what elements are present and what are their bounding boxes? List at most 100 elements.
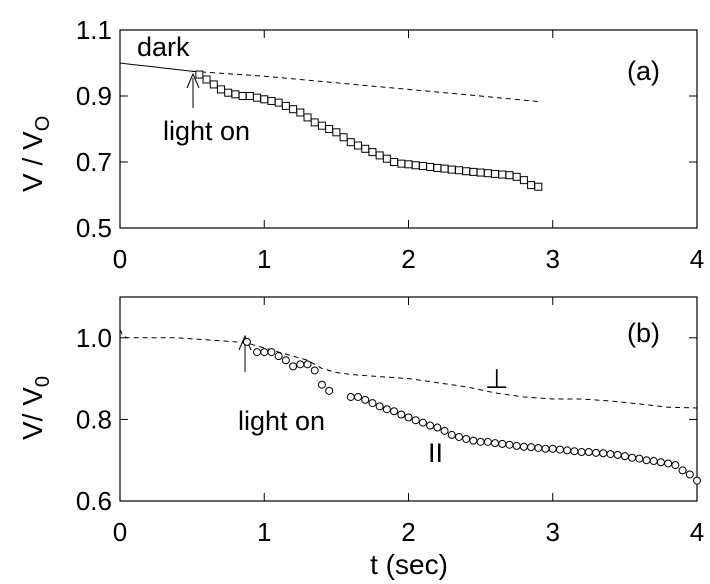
circle-data-point xyxy=(440,426,449,435)
circle-data-point xyxy=(685,470,694,479)
square-data-point xyxy=(281,101,290,110)
circle-data-point xyxy=(242,337,251,346)
square-data-point xyxy=(310,118,319,127)
y-tick-label: 0.7 xyxy=(76,147,112,177)
x-tick-label: 0 xyxy=(113,244,127,274)
x-axis-label: t (sec) xyxy=(370,549,448,580)
circle-data-point xyxy=(548,444,557,453)
square-data-point xyxy=(491,169,500,178)
circle-data-point xyxy=(382,405,391,414)
x-tick-label: 0 xyxy=(113,517,127,547)
circle-data-point xyxy=(505,440,514,449)
panel-label: (a) xyxy=(627,56,660,86)
square-data-point xyxy=(339,133,348,142)
x-tick-label: 2 xyxy=(401,244,415,274)
circle-data-point xyxy=(635,454,644,463)
square-data-point xyxy=(368,148,377,157)
circle-data-point xyxy=(541,444,550,453)
circle-data-point xyxy=(491,439,500,448)
y-tick-label: 0.6 xyxy=(76,486,112,516)
circle-data-point xyxy=(368,399,377,408)
x-tick-label: 2 xyxy=(401,517,415,547)
annotation-dark: dark xyxy=(137,32,190,62)
square-data-point xyxy=(534,182,543,191)
square-data-point xyxy=(447,165,456,174)
square-data-point xyxy=(354,141,363,150)
circle-data-point xyxy=(693,476,701,485)
square-data-point xyxy=(346,138,355,147)
circle-data-point xyxy=(390,407,399,416)
square-data-point xyxy=(404,160,413,169)
y-tick-label: 0.9 xyxy=(76,81,112,111)
circle-data-point xyxy=(620,452,629,461)
circle-data-point xyxy=(447,430,456,439)
square-data-point xyxy=(433,163,442,172)
panel-label: (b) xyxy=(627,318,660,348)
square-data-point xyxy=(476,168,485,177)
x-tick-label: 4 xyxy=(690,517,704,547)
square-data-point xyxy=(375,151,384,160)
circle-data-point xyxy=(281,356,290,365)
y-axis-label-subscript: O xyxy=(32,116,54,132)
circle-data-point xyxy=(592,448,601,457)
square-data-point xyxy=(296,108,305,117)
y-axis-label: V / VO xyxy=(17,116,54,192)
panel-b: (b) light on ⊥ II V/ V0 t (sec) 0 1 2 3 4 0.6… xyxy=(17,296,704,580)
square-data-point xyxy=(317,121,326,130)
circle-data-point xyxy=(628,453,637,462)
circle-data-point xyxy=(454,432,463,441)
circle-data-point xyxy=(426,421,435,430)
y-axis-label-subscript: 0 xyxy=(32,376,54,387)
circle-data-point xyxy=(267,348,276,357)
panel-a: (a) dark light on V / VO 0 1 2 3 4 0.5 0.7 0.9 1… xyxy=(17,15,704,274)
annotation-perpendicular: ⊥ xyxy=(485,364,509,394)
circle-data-point xyxy=(563,446,572,455)
circle-data-point xyxy=(613,450,622,459)
y-tick-label: 1.0 xyxy=(76,323,112,353)
square-data-point xyxy=(325,125,334,133)
circle-data-point xyxy=(274,352,283,361)
circle-data-point xyxy=(498,439,507,448)
circle-data-point xyxy=(527,443,536,452)
square-data-point xyxy=(426,162,435,171)
x-tick-label: 1 xyxy=(257,244,271,274)
circle-data-point xyxy=(325,386,334,395)
arrow-head xyxy=(186,72,200,89)
circle-data-point xyxy=(512,441,521,450)
square-data-point xyxy=(231,90,240,99)
y-tick-label: 1.1 xyxy=(76,15,112,45)
square-data-point xyxy=(303,113,312,122)
arrow-head xyxy=(238,334,252,351)
circle-data-point xyxy=(664,459,673,468)
circle-data-point xyxy=(555,445,564,454)
circle-data-point xyxy=(253,348,262,357)
solid-series-line xyxy=(119,62,200,73)
circle-data-point xyxy=(671,461,680,470)
circle-data-point xyxy=(418,418,427,427)
square-data-point xyxy=(418,161,427,170)
square-data-point xyxy=(274,98,283,107)
square-data-point xyxy=(216,85,225,94)
circle-data-point xyxy=(404,413,413,422)
square-data-point xyxy=(454,166,463,175)
circle-data-point xyxy=(375,402,384,411)
square-data-point xyxy=(527,181,536,190)
x-tick-label: 4 xyxy=(690,244,704,274)
square-data-point xyxy=(267,96,276,105)
annotation-light-on: light on xyxy=(163,116,250,146)
circle-data-point xyxy=(534,443,543,452)
square-data-point xyxy=(397,159,406,168)
circle-data-point xyxy=(397,410,406,419)
circle-data-point xyxy=(476,437,485,446)
square-data-point xyxy=(505,171,514,180)
y-tick-label: 0.5 xyxy=(76,213,112,243)
dashed-series-line xyxy=(119,329,698,409)
circle-data-point xyxy=(317,380,326,389)
circle-data-point xyxy=(678,466,687,475)
circle-data-point xyxy=(361,395,370,404)
square-data-point xyxy=(512,172,521,181)
circle-data-point xyxy=(577,448,586,457)
annotation-light-on: light on xyxy=(238,406,325,436)
circle-data-point xyxy=(260,348,269,357)
